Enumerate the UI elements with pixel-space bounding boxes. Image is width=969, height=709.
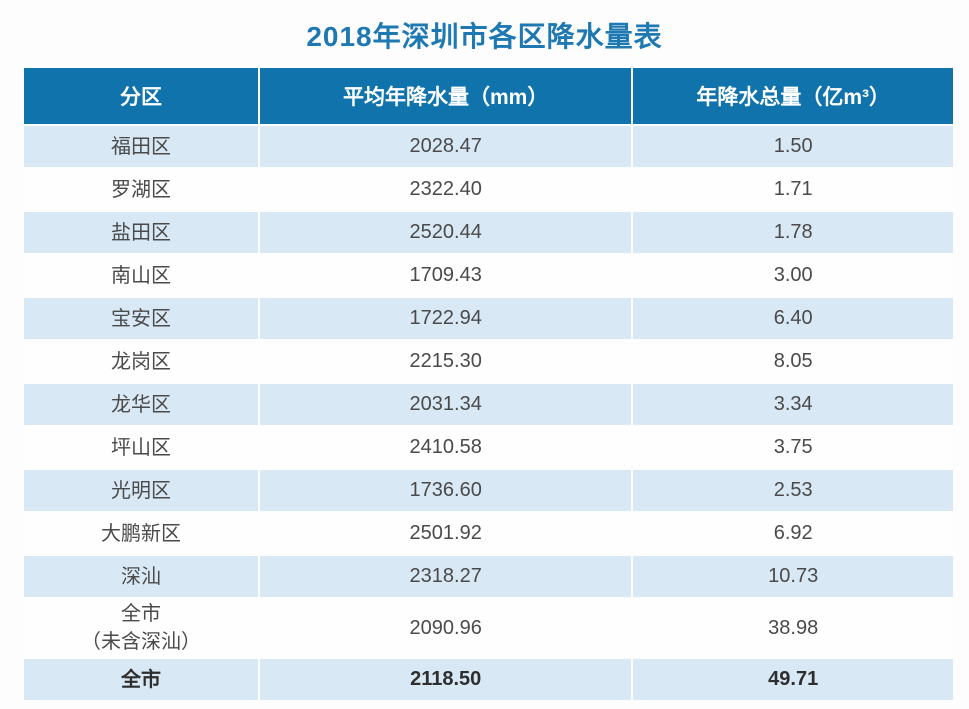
district-cell: 全市 （未含深汕） bbox=[24, 599, 260, 657]
table-row: 全市 2118.50 49.71 bbox=[24, 659, 953, 700]
avg-rainfall-cell: 2318.27 bbox=[259, 556, 634, 597]
avg-rainfall-cell: 2031.34 bbox=[259, 384, 634, 425]
avg-rainfall-cell: 1736.60 bbox=[259, 470, 634, 511]
avg-rainfall-cell: 1709.43 bbox=[259, 255, 634, 296]
avg-rainfall-cell: 2215.30 bbox=[259, 341, 634, 382]
total-rainfall-cell: 6.92 bbox=[633, 513, 953, 554]
district-cell: 宝安区 bbox=[24, 298, 260, 339]
total-rainfall-cell: 3.34 bbox=[633, 384, 953, 425]
table-row: 全市 （未含深汕） 2090.96 38.98 bbox=[24, 599, 953, 657]
total-rainfall-cell: 1.71 bbox=[633, 169, 953, 210]
total-rainfall-cell: 10.73 bbox=[633, 556, 953, 597]
total-rainfall-cell: 1.50 bbox=[633, 126, 953, 167]
table-row: 大鹏新区 2501.92 6.92 bbox=[24, 513, 953, 554]
header-cell-avg-annual-rainfall: 平均年降水量（mm） bbox=[259, 68, 634, 124]
district-cell: 全市 bbox=[24, 659, 260, 700]
table-row: 坪山区 2410.58 3.75 bbox=[24, 427, 953, 468]
header-cell-district: 分区 bbox=[24, 68, 260, 124]
district-cell: 盐田区 bbox=[24, 212, 260, 253]
table-header-row: 分区 平均年降水量（mm） 年降水总量（亿m³） bbox=[24, 68, 953, 124]
avg-rainfall-cell: 1722.94 bbox=[259, 298, 634, 339]
table-row: 南山区 1709.43 3.00 bbox=[24, 255, 953, 296]
page-title: 2018年深圳市各区降水量表 bbox=[306, 21, 663, 52]
district-cell: 龙岗区 bbox=[24, 341, 260, 382]
avg-rainfall-cell: 2118.50 bbox=[259, 659, 634, 700]
district-cell: 南山区 bbox=[24, 255, 260, 296]
table-row: 龙岗区 2215.30 8.05 bbox=[24, 341, 953, 382]
total-rainfall-cell: 3.00 bbox=[633, 255, 953, 296]
table-row: 光明区 1736.60 2.53 bbox=[24, 470, 953, 511]
total-rainfall-cell: 49.71 bbox=[633, 659, 953, 700]
avg-rainfall-cell: 2520.44 bbox=[259, 212, 634, 253]
district-cell: 坪山区 bbox=[24, 427, 260, 468]
district-cell: 福田区 bbox=[24, 126, 260, 167]
header-cell-total-annual-rainfall: 年降水总量（亿m³） bbox=[633, 68, 953, 124]
total-rainfall-cell: 3.75 bbox=[633, 427, 953, 468]
total-rainfall-cell: 38.98 bbox=[633, 599, 953, 657]
total-rainfall-cell: 2.53 bbox=[633, 470, 953, 511]
table-row: 福田区 2028.47 1.50 bbox=[24, 126, 953, 167]
district-cell: 龙华区 bbox=[24, 384, 260, 425]
total-rainfall-cell: 8.05 bbox=[633, 341, 953, 382]
table-row: 罗湖区 2322.40 1.71 bbox=[24, 169, 953, 210]
avg-rainfall-cell: 2410.58 bbox=[259, 427, 634, 468]
district-cell: 深汕 bbox=[24, 556, 260, 597]
total-rainfall-cell: 1.78 bbox=[633, 212, 953, 253]
table-row: 深汕 2318.27 10.73 bbox=[24, 556, 953, 597]
table-row: 盐田区 2520.44 1.78 bbox=[24, 212, 953, 253]
total-rainfall-cell: 6.40 bbox=[633, 298, 953, 339]
table-row: 宝安区 1722.94 6.40 bbox=[24, 298, 953, 339]
avg-rainfall-cell: 2028.47 bbox=[259, 126, 634, 167]
table-body: 福田区 2028.47 1.50 罗湖区 2322.40 1.71 盐田区 25… bbox=[24, 126, 953, 700]
avg-rainfall-cell: 2090.96 bbox=[259, 599, 634, 657]
district-cell: 大鹏新区 bbox=[24, 513, 260, 554]
avg-rainfall-cell: 2501.92 bbox=[259, 513, 634, 554]
district-cell: 罗湖区 bbox=[24, 169, 260, 210]
table-row: 龙华区 2031.34 3.34 bbox=[24, 384, 953, 425]
district-cell: 光明区 bbox=[24, 470, 260, 511]
avg-rainfall-cell: 2322.40 bbox=[259, 169, 634, 210]
rainfall-table: 分区 平均年降水量（mm） 年降水总量（亿m³） 福田区 2028.47 1.5… bbox=[24, 66, 953, 702]
